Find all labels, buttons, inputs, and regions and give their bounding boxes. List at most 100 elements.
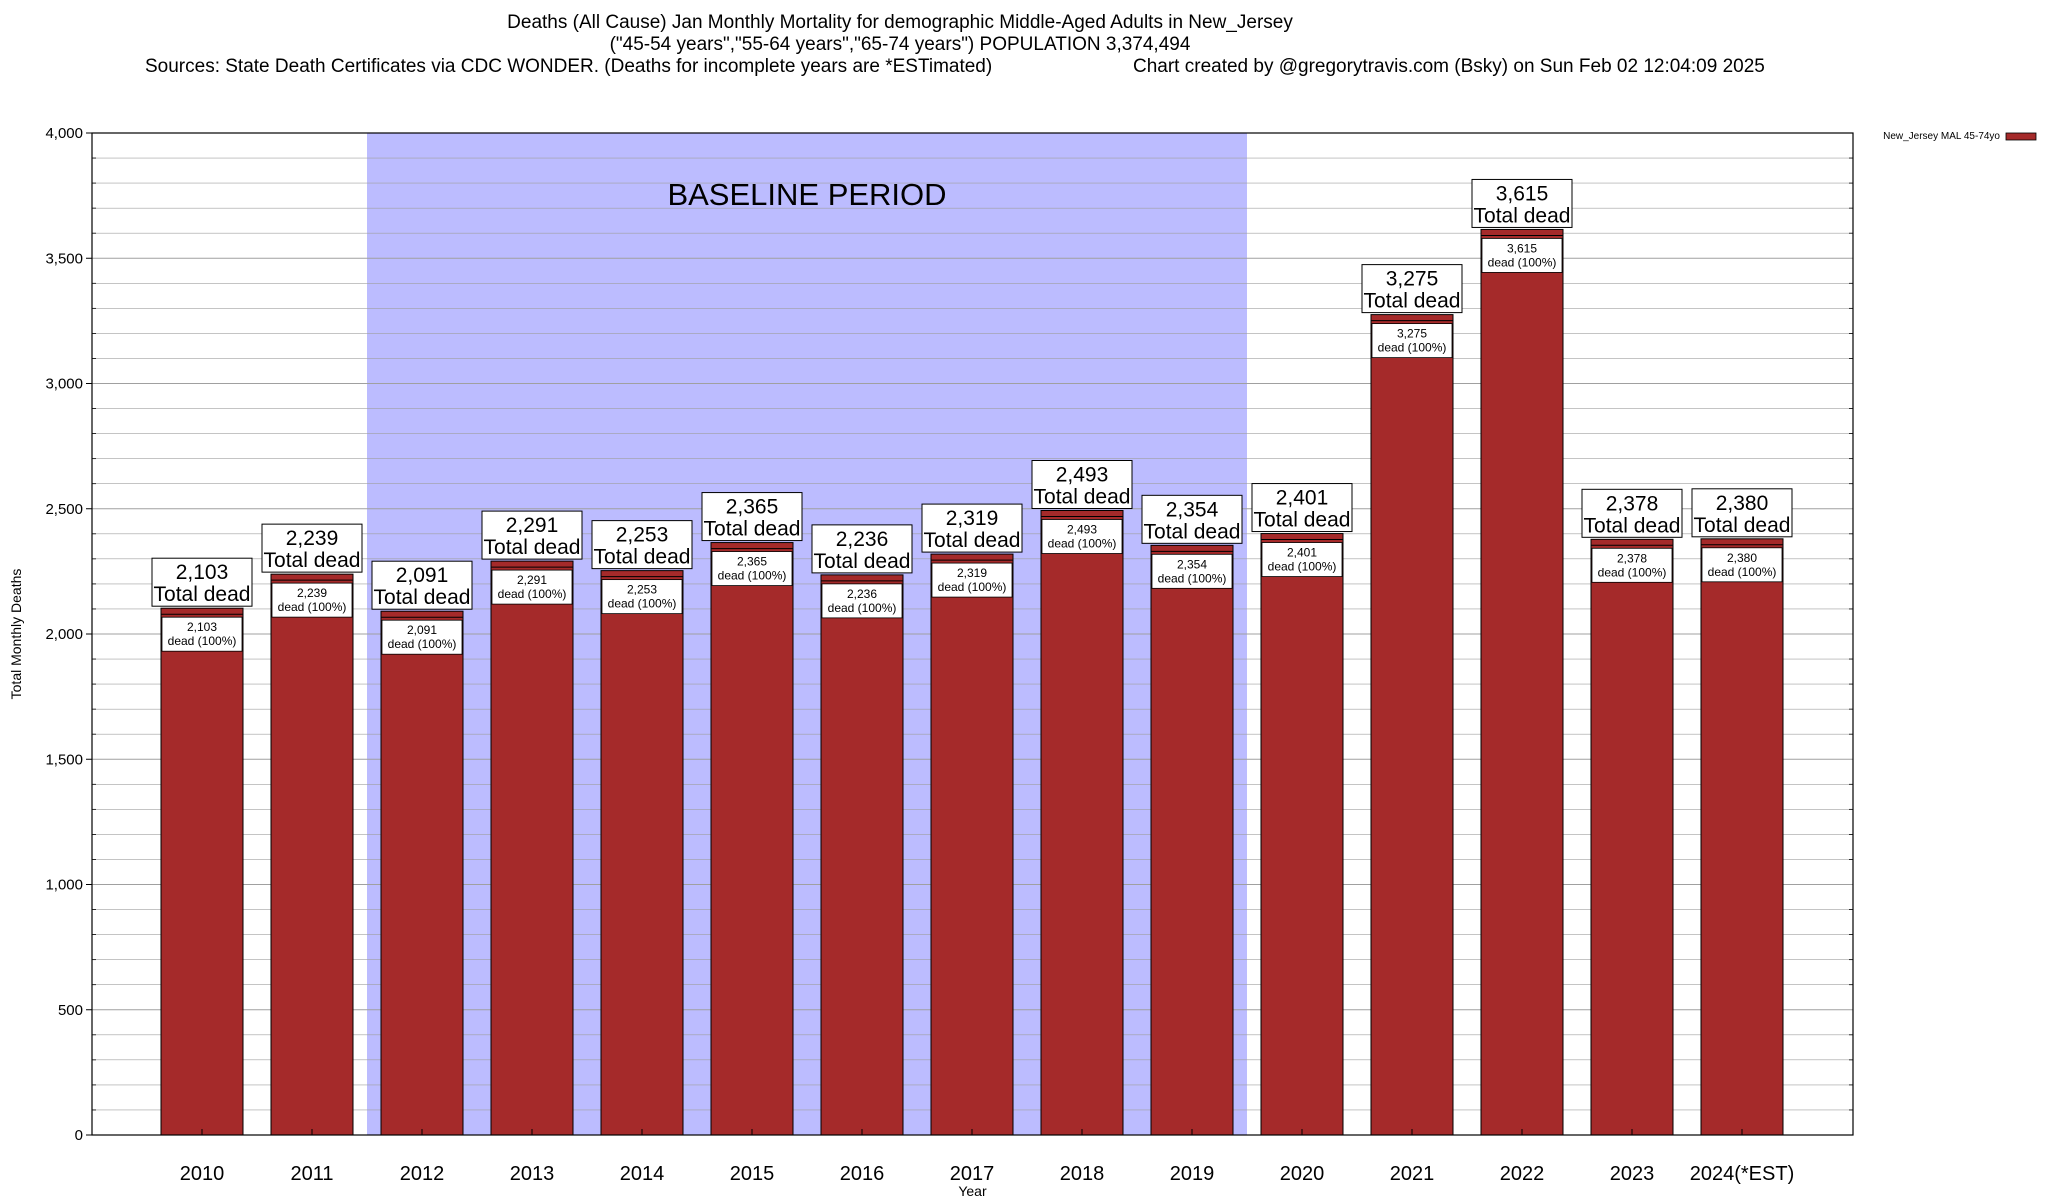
bar: [1260, 533, 1344, 1136]
x-tick-label: 2012: [400, 1163, 445, 1185]
x-tick-label: 2019: [1170, 1163, 1215, 1185]
inner-percent-label: dead (100%): [168, 634, 237, 648]
inner-value-label: 3,275: [1397, 327, 1427, 341]
total-dead-label: Total dead: [704, 518, 801, 541]
inner-percent-label: dead (100%): [828, 601, 897, 615]
inner-label-box: [1701, 547, 1783, 583]
inner-percent-label: dead (100%): [608, 597, 677, 611]
inner-value-label: 2,239: [297, 586, 327, 600]
total-value-label: 2,239: [286, 527, 339, 550]
bar: [600, 570, 684, 1136]
inner-percent-label: dead (100%): [1708, 565, 1777, 579]
bar: [1700, 538, 1784, 1136]
x-tick-label: 2017: [950, 1163, 995, 1185]
inner-label-box: [491, 569, 573, 605]
inner-percent-label: dead (100%): [498, 587, 567, 601]
total-label-box: [1251, 483, 1353, 533]
x-tick-label: 2021: [1390, 1163, 1435, 1185]
total-value-label: 2,493: [1056, 464, 1109, 487]
inner-label-box: [1591, 547, 1673, 583]
x-tick-label: 2016: [840, 1163, 885, 1185]
inner-label-box: [711, 551, 793, 586]
total-label-box: [371, 560, 473, 610]
total-label-box: [921, 503, 1023, 553]
bar: [1590, 538, 1674, 1136]
inner-percent-label: dead (100%): [718, 569, 787, 583]
x-tick-label: 2014: [620, 1163, 665, 1185]
total-label-box: [701, 492, 803, 542]
bar: [160, 607, 244, 1136]
total-value-label: 2,236: [836, 528, 889, 551]
x-tick-label: 2022: [1500, 1163, 1545, 1185]
bar: [710, 542, 794, 1136]
total-dead-label: Total dead: [1694, 514, 1791, 537]
x-tick-label: 2013: [510, 1163, 555, 1185]
inner-value-label: 2,401: [1287, 546, 1317, 560]
total-dead-label: Total dead: [924, 529, 1021, 552]
x-tick-label: 2018: [1060, 1163, 1105, 1185]
total-value-label: 2,378: [1606, 492, 1659, 515]
total-value-label: 2,091: [396, 564, 449, 587]
x-tick-label: 2020: [1280, 1163, 1325, 1185]
inner-label-box: [1041, 519, 1123, 554]
inner-value-label: 2,493: [1067, 523, 1097, 537]
inner-value-label: 2,365: [737, 555, 767, 569]
chart-title-block: Deaths (All Cause) Jan Monthly Mortality…: [0, 12, 1800, 78]
total-label-box: [151, 557, 253, 607]
inner-percent-label: dead (100%): [1598, 565, 1667, 579]
total-dead-label: Total dead: [1474, 204, 1571, 227]
total-value-label: 2,319: [946, 507, 999, 530]
total-value-label: 2,291: [506, 514, 559, 537]
total-value-label: 2,103: [176, 561, 229, 584]
legend-swatch: [2005, 132, 2037, 141]
y-tick-label: 1,000: [45, 877, 83, 894]
total-dead-label: Total dead: [1254, 509, 1351, 532]
total-dead-label: Total dead: [1144, 520, 1241, 543]
inner-value-label: 2,091: [407, 623, 437, 637]
total-dead-label: Total dead: [1584, 514, 1681, 537]
inner-value-label: 2,378: [1617, 551, 1647, 565]
total-value-label: 2,253: [616, 524, 669, 547]
legend-entry-label: New_Jersey MAL 45-74yo: [1883, 131, 2000, 142]
total-value-label: 2,365: [726, 496, 779, 519]
total-dead-label: Total dead: [594, 546, 691, 569]
total-label-box: [1031, 460, 1133, 510]
baseline-period-label: BASELINE PERIOD: [667, 177, 946, 212]
y-tick-label: 1,500: [45, 751, 83, 768]
chart-source-row: Sources: State Death Certificates via CD…: [0, 56, 1800, 78]
bar: [930, 553, 1014, 1136]
bar: [1040, 510, 1124, 1136]
total-dead-label: Total dead: [154, 583, 251, 606]
inner-label-box: [821, 583, 903, 619]
inner-percent-label: dead (100%): [938, 580, 1007, 594]
bar: [380, 610, 464, 1136]
total-label-box: [1141, 494, 1243, 544]
total-dead-label: Total dead: [264, 549, 361, 572]
inner-percent-label: dead (100%): [388, 637, 457, 651]
x-axis-label: Year: [958, 1183, 987, 1199]
bar: [490, 560, 574, 1136]
inner-label-box: [1261, 542, 1343, 577]
total-dead-label: Total dead: [374, 586, 471, 609]
total-value-label: 3,615: [1496, 182, 1549, 205]
inner-value-label: 2,236: [847, 587, 877, 601]
y-tick-label: 0: [75, 1127, 83, 1144]
legend: New_Jersey MAL 45-74yo: [1883, 131, 2037, 142]
inner-value-label: 2,103: [187, 620, 217, 634]
total-dead-label: Total dead: [814, 550, 911, 573]
chart-sources: Sources: State Death Certificates via CD…: [145, 56, 993, 77]
y-tick-label: 2,000: [45, 626, 83, 643]
bar: [1370, 314, 1454, 1136]
y-tick-label: 4,000: [45, 125, 83, 142]
inner-percent-label: dead (100%): [1488, 255, 1557, 269]
inner-label-box: [1481, 238, 1563, 273]
x-tick-label: 2023: [1610, 1163, 1655, 1185]
bar: [1150, 544, 1234, 1136]
x-tick-label: 2015: [730, 1163, 775, 1185]
inner-value-label: 2,319: [957, 566, 987, 580]
bar: [1480, 228, 1564, 1136]
total-value-label: 2,401: [1276, 487, 1329, 510]
inner-value-label: 2,380: [1727, 551, 1757, 565]
inner-percent-label: dead (100%): [278, 600, 347, 614]
